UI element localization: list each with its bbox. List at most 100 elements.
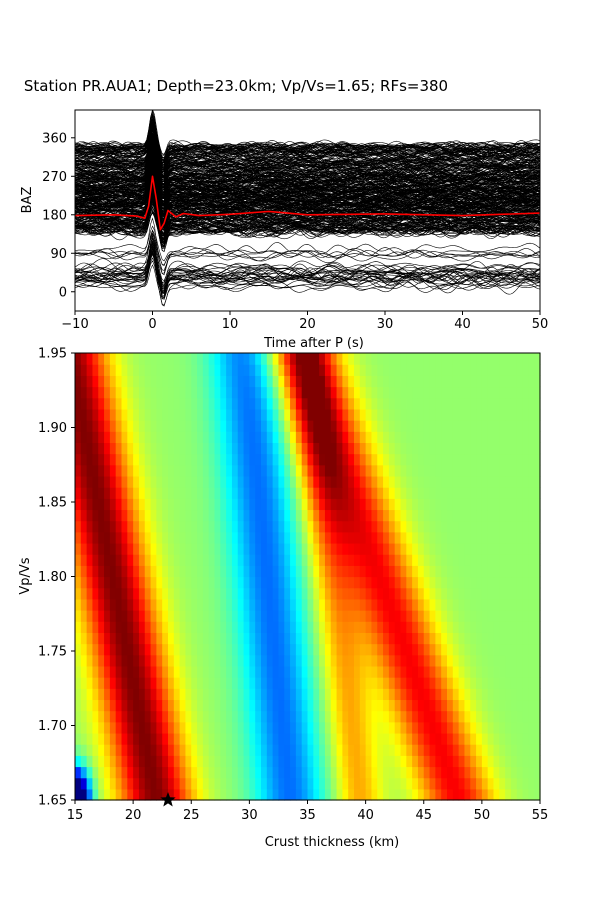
heatmap-cell <box>121 744 128 756</box>
heatmap-cell <box>377 744 384 756</box>
heatmap-cell <box>319 531 326 544</box>
heatmap-cell <box>330 464 338 477</box>
heatmap-cell <box>458 587 466 600</box>
heatmap-cell <box>86 621 94 633</box>
heatmap-cell <box>173 487 181 499</box>
heatmap-cell <box>202 744 210 756</box>
heatmap-cell <box>185 788 192 801</box>
heatmap-cell <box>324 420 332 432</box>
heatmap-cell <box>429 531 436 544</box>
heatmap-cell <box>144 755 152 768</box>
heatmap-cell <box>307 598 314 611</box>
heatmap-cell <box>528 565 535 578</box>
heatmap-cell <box>394 621 402 633</box>
heatmap-cell <box>173 397 181 410</box>
heatmap-cell <box>214 643 221 656</box>
heatmap-cell <box>394 598 402 611</box>
heatmap-cell <box>447 777 454 790</box>
heatmap-cell <box>493 777 500 790</box>
heatmap-cell <box>272 531 280 544</box>
heatmap-cell <box>115 554 123 566</box>
heatmap-cell <box>383 408 390 421</box>
heatmap-cell <box>127 464 134 477</box>
heatmap-cell <box>348 688 355 701</box>
heatmap-cell <box>458 397 466 410</box>
heatmap-cell <box>249 654 256 667</box>
heatmap-cell <box>295 665 303 678</box>
heatmap-cell <box>313 386 320 399</box>
heatmap-cell <box>290 565 297 578</box>
y-tick-label: 1.90 <box>38 421 67 436</box>
heatmap-cell <box>255 699 262 712</box>
heatmap-cell <box>278 487 285 499</box>
heatmap-cell <box>185 487 192 499</box>
heatmap-cell <box>476 353 483 365</box>
heatmap-cell <box>481 788 489 801</box>
x-tick-label: 20 <box>125 808 142 823</box>
heatmap-cell <box>516 744 524 756</box>
heatmap-cell <box>127 408 134 421</box>
heatmap-cell <box>447 621 454 633</box>
heatmap-cell <box>371 732 378 745</box>
heatmap-cell <box>510 375 518 388</box>
heatmap-cell <box>255 755 262 768</box>
heatmap-cell <box>510 353 518 365</box>
heatmap-cell <box>505 442 512 455</box>
heatmap-cell <box>162 475 169 488</box>
heatmap-cell <box>109 721 117 734</box>
heatmap-cell <box>278 565 285 578</box>
heatmap-cell <box>499 420 506 432</box>
heatmap-cell <box>371 665 378 678</box>
heatmap-cell <box>301 386 309 399</box>
heatmap-cell <box>133 788 140 801</box>
heatmap-cell <box>324 408 332 421</box>
heatmap-cell <box>458 498 466 511</box>
heatmap-cell <box>464 408 471 421</box>
heatmap-cell <box>371 464 378 477</box>
heatmap-cell <box>104 632 111 645</box>
heatmap-cell <box>481 420 489 432</box>
heatmap-cell <box>226 665 233 678</box>
heatmap-cell <box>237 375 245 388</box>
heatmap-cell <box>226 744 233 756</box>
heatmap-cell <box>510 554 518 566</box>
heatmap-cell <box>365 542 373 555</box>
heatmap-cell <box>493 554 500 566</box>
heatmap-cell <box>290 654 297 667</box>
heatmap-cell <box>266 487 274 499</box>
heatmap-cell <box>202 621 210 633</box>
heatmap-cell <box>464 397 471 410</box>
heatmap-cell <box>452 397 460 410</box>
heatmap-cell <box>261 565 268 578</box>
heatmap-cell <box>528 788 535 801</box>
heatmap-cell <box>133 420 140 432</box>
heatmap-cell <box>284 397 291 410</box>
heatmap-cell <box>505 598 512 611</box>
heatmap-cell <box>429 397 436 410</box>
heatmap-cell <box>86 453 94 466</box>
heatmap-cell <box>75 598 82 611</box>
heatmap-cell <box>191 576 198 589</box>
heatmap-cell <box>319 397 326 410</box>
heatmap-cell <box>214 520 221 533</box>
heatmap-cell <box>336 509 343 522</box>
heatmap-cell <box>324 576 332 589</box>
heatmap-cell <box>255 777 262 790</box>
heatmap-cell <box>138 744 146 756</box>
heatmap-cell <box>348 431 355 443</box>
heatmap-cell <box>342 721 349 734</box>
heatmap-cell <box>493 397 500 410</box>
heatmap-cell <box>290 475 297 488</box>
heatmap-cell <box>429 375 436 388</box>
heatmap-cell <box>330 587 338 600</box>
heatmap-cell <box>121 610 128 622</box>
heatmap-cell <box>336 621 343 633</box>
heatmap-cell <box>516 598 524 611</box>
heatmap-cell <box>284 732 291 745</box>
heatmap-cell <box>75 766 82 779</box>
heatmap-cell <box>359 453 367 466</box>
heatmap-cell <box>121 542 128 555</box>
heatmap-cell <box>115 565 123 578</box>
heatmap-cell <box>115 621 123 633</box>
heatmap-cell <box>144 677 152 689</box>
